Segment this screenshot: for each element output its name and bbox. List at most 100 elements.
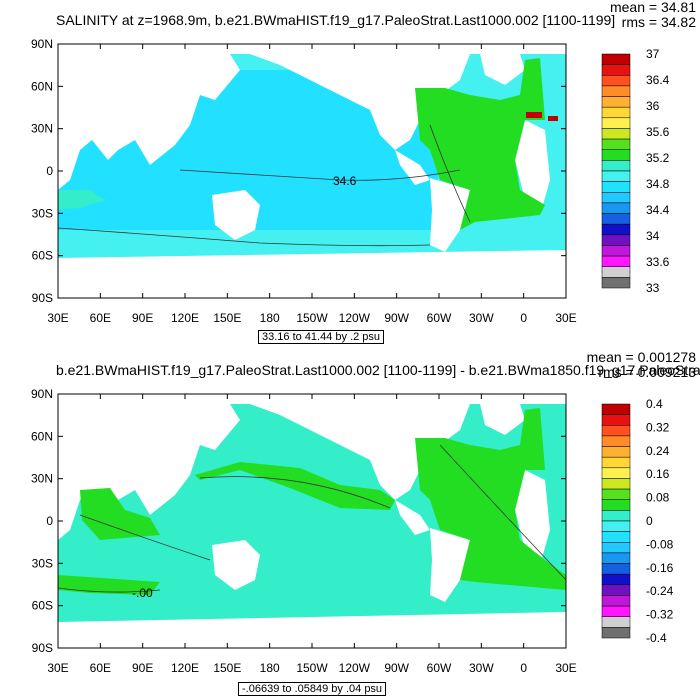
lat-tick-label: 30S bbox=[32, 556, 53, 570]
colorbar-swatch bbox=[601, 202, 631, 214]
contour-atlantic bbox=[429, 124, 471, 223]
lon-tick-label: 180 bbox=[260, 661, 280, 675]
lat-tick-label: 0 bbox=[46, 164, 53, 178]
atlantic-salinity-region bbox=[415, 58, 545, 230]
lon-tick-label: 60W bbox=[427, 661, 452, 675]
salinity-difference-panel: b.e21.BWmaHIST.f19_g17.PaleoStrat.Last10… bbox=[0, 350, 700, 700]
contour-southern bbox=[57, 587, 161, 593]
colorbar-label: -0.4 bbox=[646, 631, 667, 645]
colorbar-swatch bbox=[601, 75, 631, 87]
lon-tick-label: 90E bbox=[132, 311, 153, 325]
colorbar-swatch bbox=[601, 552, 631, 564]
colorbar-swatch bbox=[601, 531, 631, 543]
colorbar-swatch bbox=[601, 234, 631, 246]
colorbar-swatch bbox=[601, 478, 631, 490]
indian-positive-region bbox=[80, 488, 160, 540]
lon-tick-label: 60E bbox=[90, 661, 111, 675]
lat-axis: 90N 60N 30N 0 30S 60S 90S bbox=[31, 387, 566, 655]
rms-value: rms = 0.009213 bbox=[598, 364, 696, 380]
colorbar-swatch bbox=[601, 435, 631, 447]
colorbar-swatch bbox=[601, 520, 631, 532]
colorbar-swatch bbox=[601, 605, 631, 617]
contour-label: 34.6 bbox=[333, 174, 357, 188]
colorbar-swatch bbox=[601, 616, 631, 628]
colorbar-swatch bbox=[601, 456, 631, 469]
lat-tick-label: 60N bbox=[31, 79, 53, 93]
colorbar: 37 36.4 36 35.6 35.2 34.8 34.4 34 33.6 33 bbox=[601, 47, 670, 295]
plot-title: SALINITY at z=1968.9m, b.e21.BWmaHIST.f1… bbox=[56, 12, 616, 28]
colorbar-swatch bbox=[601, 96, 631, 108]
colorbar-swatch bbox=[601, 181, 631, 193]
colorbar-swatch bbox=[601, 277, 631, 289]
lat-tick-label: 90N bbox=[31, 37, 53, 51]
lon-tick-label: 30W bbox=[469, 311, 494, 325]
lon-tick-label: 150W bbox=[296, 661, 328, 675]
colorbar-label: 37 bbox=[646, 47, 660, 61]
colorbar-swatch bbox=[601, 573, 631, 586]
lon-tick-label: 150W bbox=[296, 311, 328, 325]
colorbar-label: -0.24 bbox=[646, 584, 674, 598]
colorbar-label: 0.32 bbox=[646, 420, 670, 434]
lon-tick-label: 90W bbox=[384, 661, 409, 675]
lon-tick-label: 150E bbox=[213, 311, 241, 325]
colorbar-swatch bbox=[601, 128, 631, 140]
colorbar-label: 35.6 bbox=[646, 125, 670, 139]
contour-label: -.00 bbox=[132, 586, 153, 600]
lat-tick-label: 60S bbox=[32, 599, 53, 613]
lon-tick-label: 120E bbox=[171, 311, 199, 325]
lat-tick-label: 30S bbox=[32, 206, 53, 220]
colorbar-swatch bbox=[601, 213, 631, 225]
lat-tick-label: 60N bbox=[31, 429, 53, 443]
colorbar-swatch bbox=[601, 149, 631, 161]
contour-pacific bbox=[199, 476, 391, 509]
lat-tick-label: 60S bbox=[32, 249, 53, 263]
colorbar-label: 0.4 bbox=[646, 397, 663, 411]
colorbar-swatch bbox=[601, 425, 631, 437]
colorbar-swatch bbox=[601, 223, 631, 236]
stats-block: mean = 0.001278 rms = 0.009213 bbox=[587, 350, 696, 380]
colorbar-swatch bbox=[601, 542, 631, 554]
lon-tick-label: 120E bbox=[171, 661, 199, 675]
colorbar-swatch bbox=[601, 627, 631, 639]
colorbar-swatch bbox=[601, 403, 631, 415]
colorbar-swatch bbox=[601, 510, 631, 522]
southern-positive-band bbox=[58, 575, 160, 595]
contour-atlantic bbox=[439, 444, 567, 581]
lon-tick-label: 150E bbox=[213, 661, 241, 675]
mediterranean-outflow-2 bbox=[548, 116, 558, 121]
colorbar-swatch bbox=[601, 192, 631, 204]
salinity-map: 34.6 90N 60N 30N 0 30S 60S 90S 30E 60E 90E 120E 15… bbox=[31, 37, 670, 325]
lat-tick-label: 90S bbox=[32, 641, 53, 655]
mediterranean-outflow bbox=[526, 112, 542, 118]
colorbar-swatch bbox=[601, 595, 631, 607]
colorbar-swatch bbox=[601, 138, 631, 150]
contour-range-info: 33.16 to 41.44 by .2 psu bbox=[258, 330, 385, 344]
colorbar-label: 0.16 bbox=[646, 467, 670, 481]
colorbar-swatch bbox=[601, 117, 631, 129]
indian-ocean-patch bbox=[58, 190, 105, 210]
colorbar-swatch bbox=[601, 170, 631, 182]
lon-tick-label: 60E bbox=[90, 311, 111, 325]
plot-title: b.e21.BWmaHIST.f19_g17.PaleoStrat.Last10… bbox=[56, 362, 700, 378]
mean-value: mean = 0.001278 bbox=[586, 349, 696, 365]
colorbar-label: 0.08 bbox=[646, 491, 670, 505]
colorbar-swatch bbox=[601, 446, 631, 458]
colorbar-label: 34.4 bbox=[646, 203, 670, 217]
lon-axis: 30E 60E 90E 120E 150E 180 150W 120W 90W 60W 30W 0 30… bbox=[47, 394, 577, 675]
lon-tick-label: 90W bbox=[384, 311, 409, 325]
colorbar-swatch bbox=[601, 414, 631, 426]
colorbar-label: 34 bbox=[646, 229, 660, 243]
lon-tick-label: 30E bbox=[47, 311, 68, 325]
colorbar: 0.4 0.32 0.24 0.16 0.08 0 -0.08 -0.16 -0.24 -0.32… bbox=[601, 397, 674, 645]
lon-tick-label: 30E bbox=[555, 661, 576, 675]
salinity-panel: SALINITY at z=1968.9m, b.e21.BWmaHIST.f1… bbox=[31, 0, 696, 344]
colorbar-swatch bbox=[601, 499, 631, 511]
contour-indian bbox=[79, 514, 211, 561]
stats-block: mean = 34.81 rms = 34.82 bbox=[610, 0, 696, 30]
lat-tick-label: 90N bbox=[31, 387, 53, 401]
colorbar-swatch bbox=[601, 488, 631, 500]
colorbar-swatch bbox=[601, 53, 631, 65]
lon-tick-label: 30E bbox=[555, 311, 576, 325]
lon-tick-label: 180 bbox=[260, 311, 280, 325]
colorbar-swatch bbox=[601, 563, 631, 575]
